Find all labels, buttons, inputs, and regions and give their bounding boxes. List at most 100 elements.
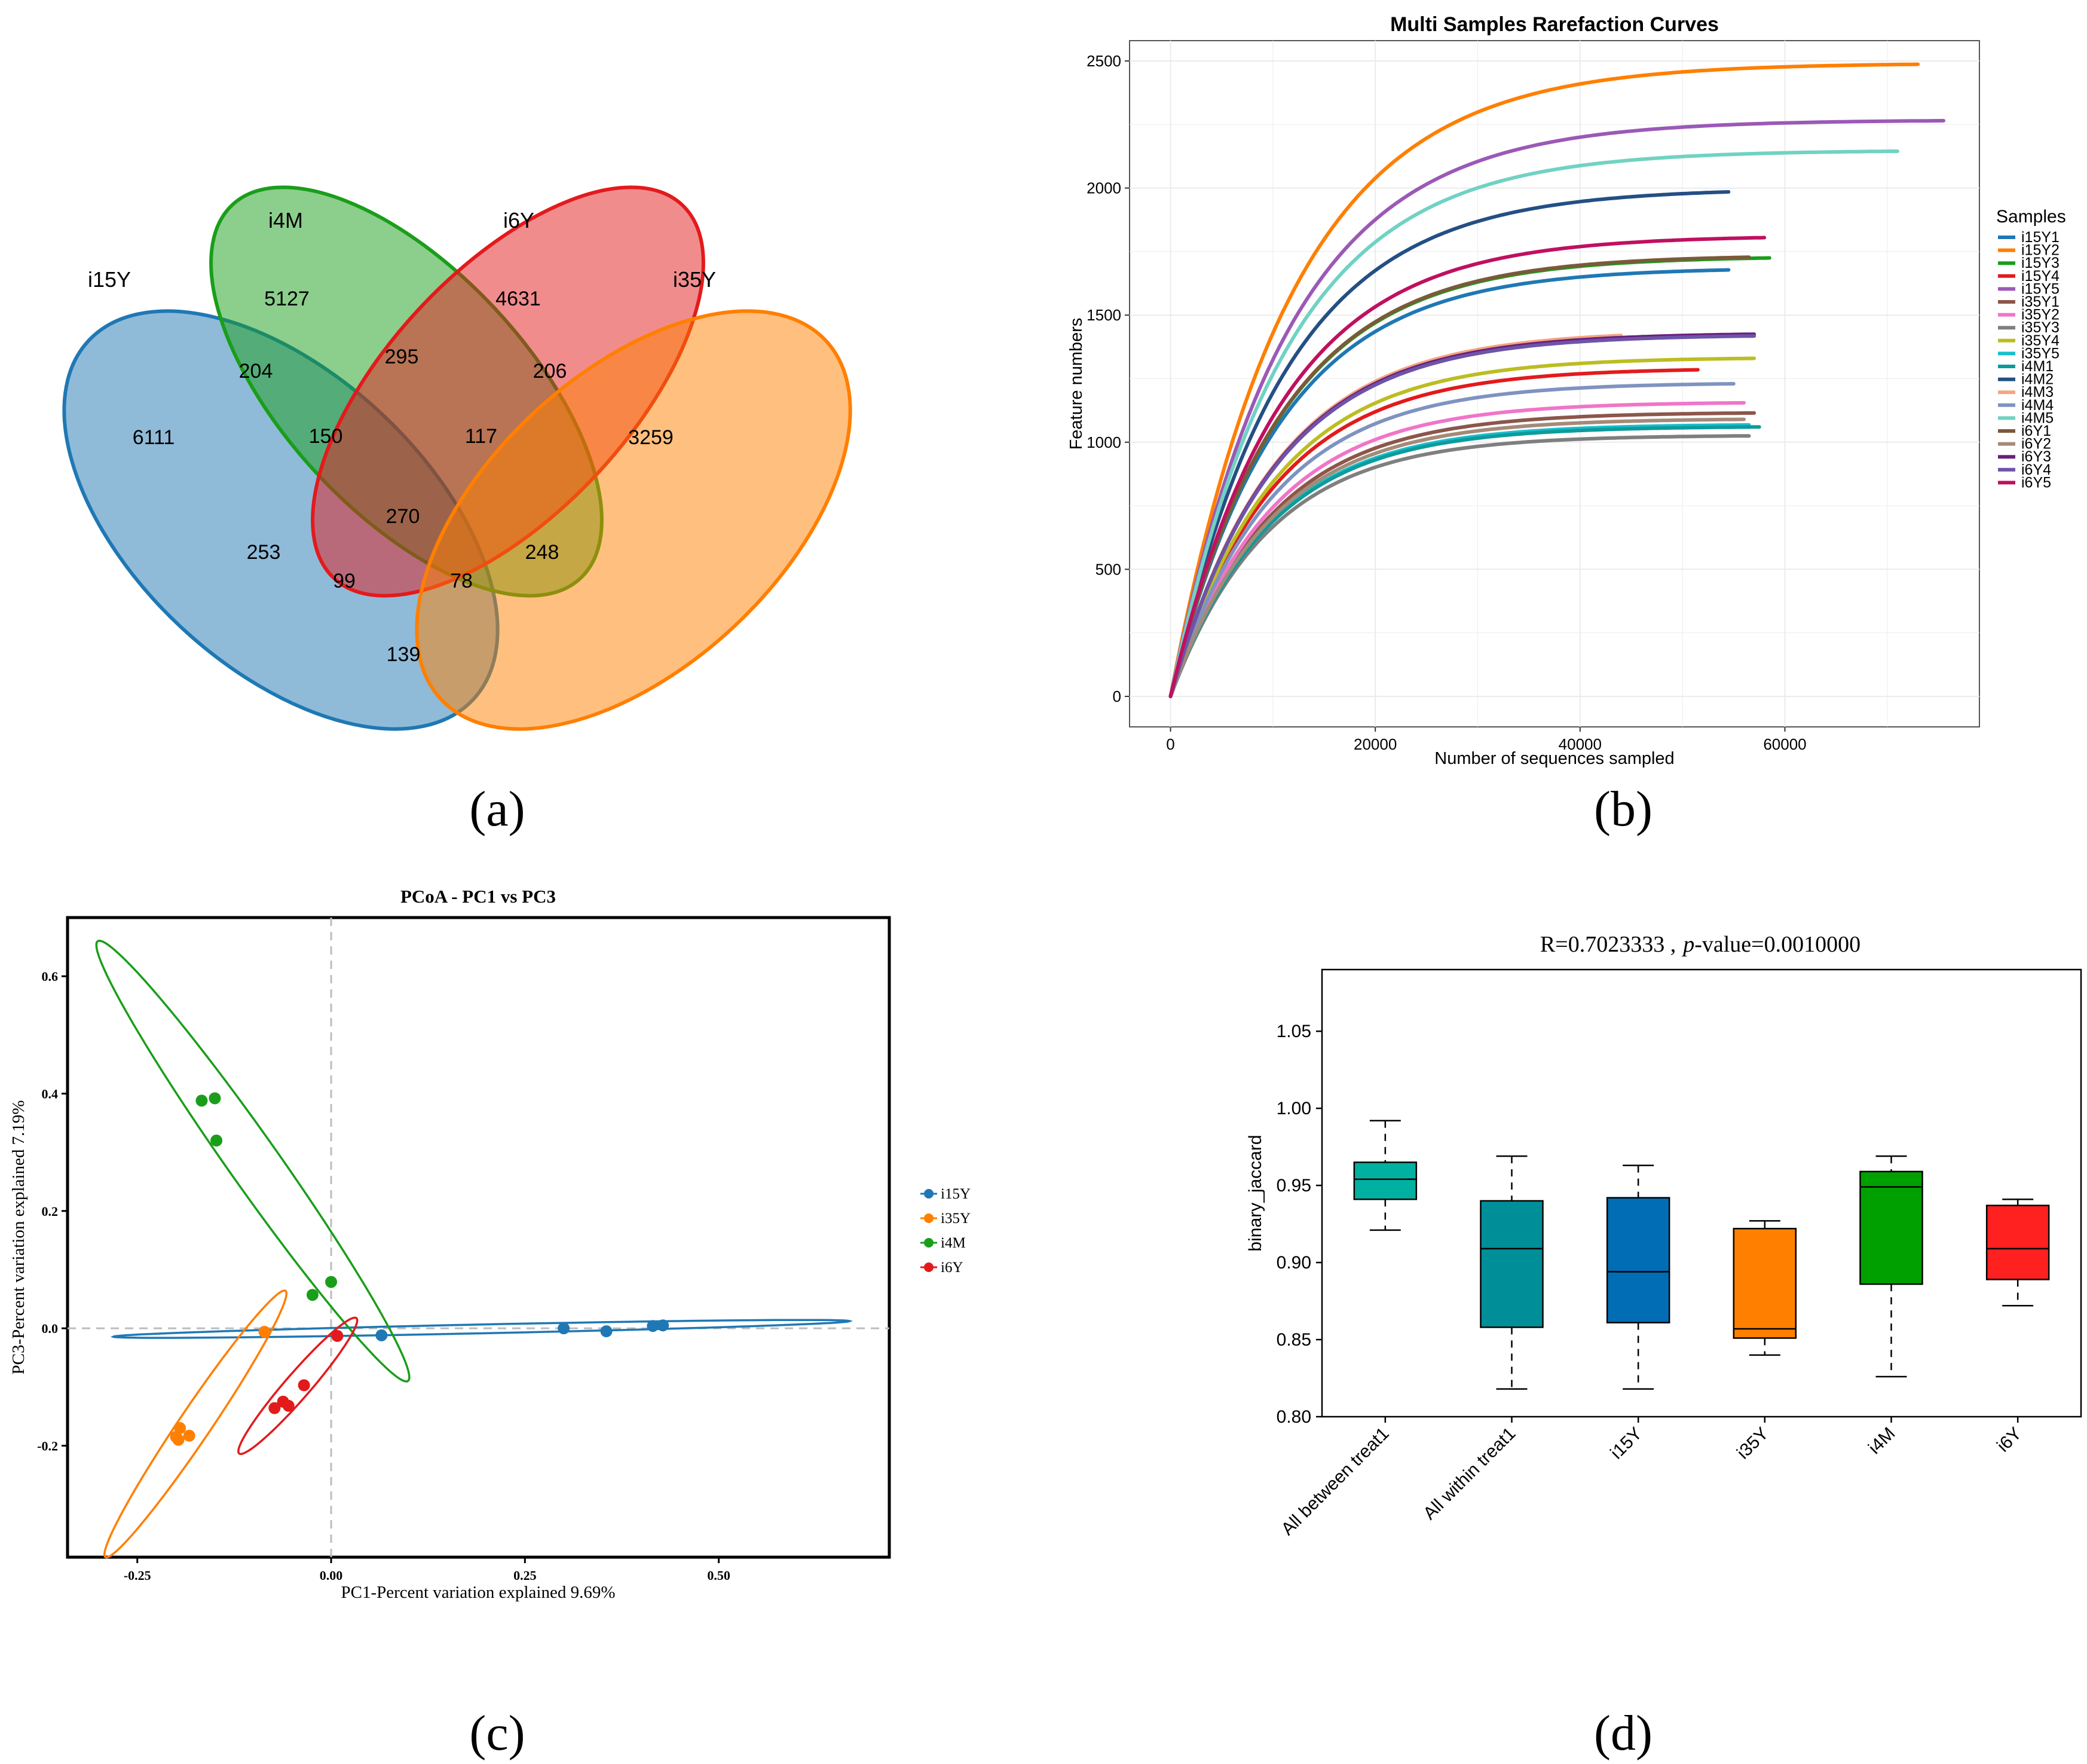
boxplot-box-i15Y (1606, 1197, 1670, 1323)
pcoa-xlabel: PC1-Percent variation explained 9.69% (341, 1583, 615, 1602)
rarefaction-legend-label: i6Y2 (2021, 436, 2051, 453)
rarefaction-curve-i15Y4 (1168, 368, 1700, 698)
pcoa-point-i6Y (298, 1379, 310, 1392)
rarefaction-legend-label: i35Y2 (2021, 307, 2060, 323)
rarefaction-title: Multi Samples Rarefaction Curves (1390, 13, 1719, 36)
pcoa-ellipse-i6Y (237, 1316, 359, 1456)
rarefaction-legend-label: i35Y1 (2021, 294, 2060, 310)
boxplot-xtick-label: i4M (1865, 1424, 1899, 1459)
rarefaction-xtick-label: 60000 (1763, 735, 1806, 753)
rarefaction-legend-label: i15Y1 (2021, 229, 2060, 246)
panel-c-pcoa: -0.25 0.00 0.25 0.50 -0.2 0.0 0.2 0.4 0.6 PCoA -… (9, 886, 971, 1602)
rarefaction-curve-i4M5 (1168, 149, 1899, 698)
rarefaction-legend-label: i15Y2 (2021, 242, 2060, 259)
panel-a-venn: i15Y i4M i6Y i35Y 6111 5127 4631 3259 204 295 206… (62, 185, 852, 731)
rarefaction-ytick-label: 0 (1113, 687, 1121, 705)
rarefaction-legend-label: i6Y5 (2021, 474, 2051, 491)
rarefaction-curve-i15Y1 (1168, 268, 1731, 698)
rarefaction-ylabel: Feature numbers (1067, 318, 1086, 450)
rarefaction-ytick-label: 1500 (1087, 306, 1121, 324)
pcoa-point-i15Y (657, 1319, 669, 1332)
venn-region-value-i15Y-i35Y: 139 (387, 643, 421, 666)
pcoa-legend-label: i4M (941, 1235, 966, 1251)
pcoa-legend-marker (924, 1213, 934, 1223)
rarefaction-legend-label: i35Y4 (2021, 332, 2060, 349)
boxplot-ylabel: binary_jaccard (1246, 1135, 1265, 1251)
pcoa-xtick-label: 0.50 (707, 1568, 730, 1583)
rarefaction-curve-i35Y1 (1168, 411, 1756, 698)
boxplot-ytick-label: 0.85 (1277, 1330, 1311, 1350)
pcoa-point-i15Y (647, 1320, 659, 1332)
venn-region-value-i15Y-i6Y-i35Y: 99 (333, 570, 356, 592)
rarefaction-xtick-label: 20000 (1354, 735, 1397, 753)
pcoa-point-i15Y (375, 1329, 388, 1341)
venn-region-value-only-i35Y: 3259 (628, 426, 674, 449)
pcoa-legend-label: i6Y (941, 1259, 963, 1276)
rarefaction-curve-i4M1 (1168, 425, 1761, 698)
rarefaction-legend-label: i6Y4 (2021, 461, 2051, 478)
rarefaction-curve-i4M4 (1168, 382, 1736, 698)
venn-region-value-all: 270 (386, 505, 420, 528)
panel-label-d: (d) (1594, 1705, 1653, 1761)
pcoa-xtick-label: 0.00 (320, 1568, 343, 1583)
rarefaction-legend-label: i35Y5 (2021, 345, 2060, 362)
rarefaction-legend-label: i4M2 (2021, 371, 2054, 388)
rarefaction-curve-i15Y2 (1168, 62, 1920, 698)
boxplot-box-All-between-treat1 (1353, 1161, 1418, 1200)
rarefaction-legend-label: i15Y4 (2021, 268, 2060, 285)
pcoa-ytick-label: -0.2 (37, 1438, 58, 1453)
rarefaction-legend-label: i4M5 (2021, 409, 2054, 426)
rarefaction-ytick-label: 1000 (1087, 433, 1121, 451)
rarefaction-curve-i6Y5 (1168, 236, 1767, 698)
boxplot-box-i6Y (1985, 1204, 2050, 1280)
pcoa-point-i6Y (268, 1402, 281, 1414)
pcoa-ylabel: PC3-Percent variation explained 7.19% (9, 1100, 28, 1374)
venn-ellipse-i35Y (415, 309, 852, 731)
rarefaction-legend-label: i6Y3 (2021, 448, 2051, 465)
panel-label-a: (a) (469, 781, 525, 837)
venn-region-value-only-i6Y: 4631 (495, 288, 541, 310)
rarefaction-legend-title: Samples (1996, 207, 2066, 227)
pcoa-point-i6Y (331, 1329, 344, 1342)
rarefaction-legend-label: i4M3 (2021, 384, 2054, 401)
boxplot-ytick-label: 1.00 (1277, 1099, 1311, 1118)
pcoa-point-i4M (209, 1092, 221, 1105)
rarefaction-curve-i35Y2 (1168, 401, 1746, 698)
rarefaction-xtick-label: 0 (1166, 735, 1174, 753)
pcoa-point-i35Y (172, 1433, 185, 1446)
rarefaction-ytick-label: 500 (1095, 560, 1121, 578)
rarefaction-legend-label: i15Y3 (2021, 255, 2060, 271)
venn-set-label-i15Y: i15Y (88, 267, 131, 292)
rarefaction-xtick-label: 40000 (1559, 735, 1602, 753)
venn-set-label-i4M: i4M (268, 208, 303, 233)
pcoa-ellipse-i35Y (103, 1289, 288, 1559)
venn-region-value-i4M-i6Y: 295 (385, 346, 419, 368)
pcoa-xtick-label: 0.25 (513, 1568, 537, 1583)
rarefaction-ytick-label: 2000 (1087, 179, 1121, 197)
venn-region-value-only-i4M: 5127 (264, 288, 310, 310)
rarefaction-ytick-label: 2500 (1087, 52, 1121, 70)
pcoa-ytick-label: 0.0 (42, 1321, 59, 1336)
boxplot-title-p: p (1681, 932, 1694, 957)
venn-region-value-i15Y-i4M: 204 (239, 360, 273, 383)
rarefaction-plot-area (1129, 40, 1980, 727)
pcoa-ytick-label: 0.4 (42, 1086, 59, 1101)
venn-region-value-i15Y-i6Y: 253 (247, 541, 281, 564)
pcoa-legend-label: i35Y (941, 1210, 971, 1227)
panel-b-rarefaction: 0 20000 40000 60000 0 500 1000 1500 2000 2500 Mul… (1067, 13, 2066, 768)
rarefaction-legend-label: i15Y5 (2021, 280, 2060, 297)
venn-set-label-i6Y: i6Y (503, 208, 534, 233)
rarefaction-xlabel: Number of sequences sampled (1434, 749, 1674, 768)
panel-label-b: (b) (1594, 781, 1653, 837)
rarefaction-curve-i6Y4 (1168, 334, 1756, 698)
venn-region-value-i15Y-i4M-i35Y: 78 (450, 570, 473, 592)
pcoa-point-i6Y (282, 1399, 295, 1412)
boxplot-xtick-label: i6Y (1993, 1424, 2025, 1456)
venn-set-label-i35Y: i35Y (673, 267, 716, 292)
venn-region-value-i4M-i6Y-i35Y: 117 (465, 425, 497, 448)
boxplot-xtick-label: All within treat1 (1419, 1424, 1519, 1524)
pcoa-point-i15Y (558, 1322, 570, 1335)
venn-region-value-i15Y-i4M-i6Y: 150 (309, 425, 343, 448)
pcoa-point-i35Y (258, 1326, 271, 1338)
